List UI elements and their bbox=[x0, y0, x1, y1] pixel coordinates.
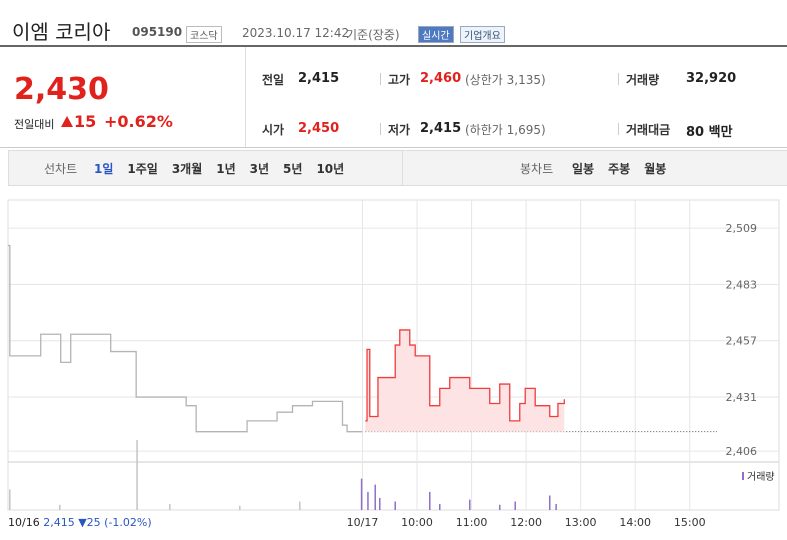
volume-bar bbox=[555, 503, 557, 510]
divider bbox=[618, 73, 619, 85]
change-rate: +0.62% bbox=[104, 112, 173, 131]
tab[interactable]: 월봉 bbox=[644, 162, 667, 176]
plot-frame bbox=[7, 199, 780, 511]
stat-note: (하한가 1,695) bbox=[465, 123, 546, 137]
tab-label: 봉차트 bbox=[520, 162, 554, 176]
volume-legend-key bbox=[742, 472, 744, 480]
stat-value: 2,415 bbox=[420, 121, 462, 136]
chart-tabs bbox=[8, 150, 787, 186]
stat-label: 전일 bbox=[262, 73, 285, 87]
x-tick-label: 15:00 bbox=[674, 516, 706, 529]
volume-bar bbox=[379, 497, 381, 510]
prev-rate: (-1.02%) bbox=[104, 516, 152, 529]
up-icon bbox=[61, 116, 73, 127]
stat-label: 시가 bbox=[262, 123, 285, 137]
stat-value: 80 백만 bbox=[686, 125, 733, 140]
tab-label: 선차트 bbox=[44, 162, 78, 176]
x-tick-label: 10/17 bbox=[347, 516, 379, 529]
summary bbox=[0, 45, 787, 148]
volume-legend: 거래량 bbox=[747, 471, 775, 483]
volume-bar bbox=[136, 440, 138, 510]
chart: 2,509 2,483 2,457 2,431 2,406 10/17 10:00 11:00… bbox=[7, 199, 780, 529]
volume-bar bbox=[374, 484, 376, 510]
x-tick-label: 12:00 bbox=[510, 516, 542, 529]
tab[interactable]: 5년 bbox=[283, 162, 303, 176]
x-tick-label: 11:00 bbox=[456, 516, 488, 529]
volume-bar bbox=[499, 504, 501, 510]
volume-bar bbox=[514, 501, 516, 510]
stock-name: 이엠 코리아 bbox=[12, 20, 111, 44]
price-line bbox=[365, 329, 565, 422]
y-tick-label: 2,431 bbox=[726, 391, 758, 404]
market-badge: 코스닥 bbox=[186, 26, 222, 43]
stat-label: 거래량 bbox=[626, 73, 660, 87]
stat-value: 2,460 bbox=[420, 71, 462, 86]
prev-close: 2,415 bbox=[43, 516, 75, 529]
volume-bar bbox=[367, 491, 369, 510]
tab[interactable]: 3년 bbox=[249, 162, 270, 176]
volume-bar bbox=[299, 501, 301, 510]
tab[interactable]: 주봉 bbox=[608, 162, 631, 176]
volume-bar bbox=[239, 505, 241, 510]
tab[interactable]: 일봉 bbox=[572, 162, 595, 176]
y-tick-label: 2,457 bbox=[726, 335, 758, 348]
volume-bar bbox=[59, 504, 61, 510]
prev-date: 10/16 bbox=[8, 516, 40, 529]
y-tick-label: 2,509 bbox=[726, 222, 758, 235]
divider bbox=[618, 123, 619, 135]
x-tick-label: 10:00 bbox=[401, 516, 433, 529]
stock-code: 095190 bbox=[132, 25, 183, 39]
volume-bar bbox=[394, 501, 396, 510]
volume-bar bbox=[548, 495, 551, 510]
volume-bar bbox=[169, 503, 171, 510]
volume-bar bbox=[9, 489, 11, 510]
stat-label: 거래대금 bbox=[626, 123, 671, 137]
datetime: 2023.10.17 12:42 bbox=[242, 26, 350, 40]
realtime-button[interactable]: 실시간 bbox=[418, 26, 454, 43]
x-tick-label: 13:00 bbox=[565, 516, 597, 529]
tab[interactable]: 1일 bbox=[94, 162, 114, 176]
prev-change: ▼25 bbox=[78, 516, 101, 529]
y-tick-label: 2,483 bbox=[726, 278, 758, 291]
price-line bbox=[8, 244, 363, 433]
stat-label: 저가 bbox=[388, 123, 411, 137]
tab[interactable]: 10년 bbox=[316, 162, 345, 176]
tab[interactable]: 1년 bbox=[216, 162, 236, 176]
volume-bar bbox=[439, 503, 441, 510]
stat-note: (상한가 3,135) bbox=[465, 73, 546, 87]
divider bbox=[380, 123, 381, 135]
tab[interactable]: 1주일 bbox=[127, 162, 158, 176]
x-tick-label: 14:00 bbox=[619, 516, 651, 529]
prev-day: 10/16 2,415 ▼25 (-1.02%) bbox=[8, 516, 152, 529]
volume-bar bbox=[429, 491, 431, 510]
stat-label: 고가 bbox=[388, 73, 411, 87]
overview-button[interactable]: 기업개요 bbox=[460, 26, 505, 43]
stat-value: 32,920 bbox=[686, 71, 737, 86]
volume-bar bbox=[469, 499, 471, 510]
y-tick-label: 2,406 bbox=[726, 445, 758, 458]
basis: 기준(장중) bbox=[346, 28, 400, 42]
divider bbox=[380, 73, 381, 85]
volume-bar bbox=[360, 478, 363, 510]
stat-value: 2,450 bbox=[298, 121, 340, 136]
tab[interactable]: 3개월 bbox=[171, 162, 203, 176]
price: 2,430 bbox=[14, 72, 109, 107]
change-label: 전일대비 bbox=[14, 118, 55, 131]
change: 15 bbox=[74, 112, 97, 131]
stat-value: 2,415 bbox=[298, 71, 340, 86]
